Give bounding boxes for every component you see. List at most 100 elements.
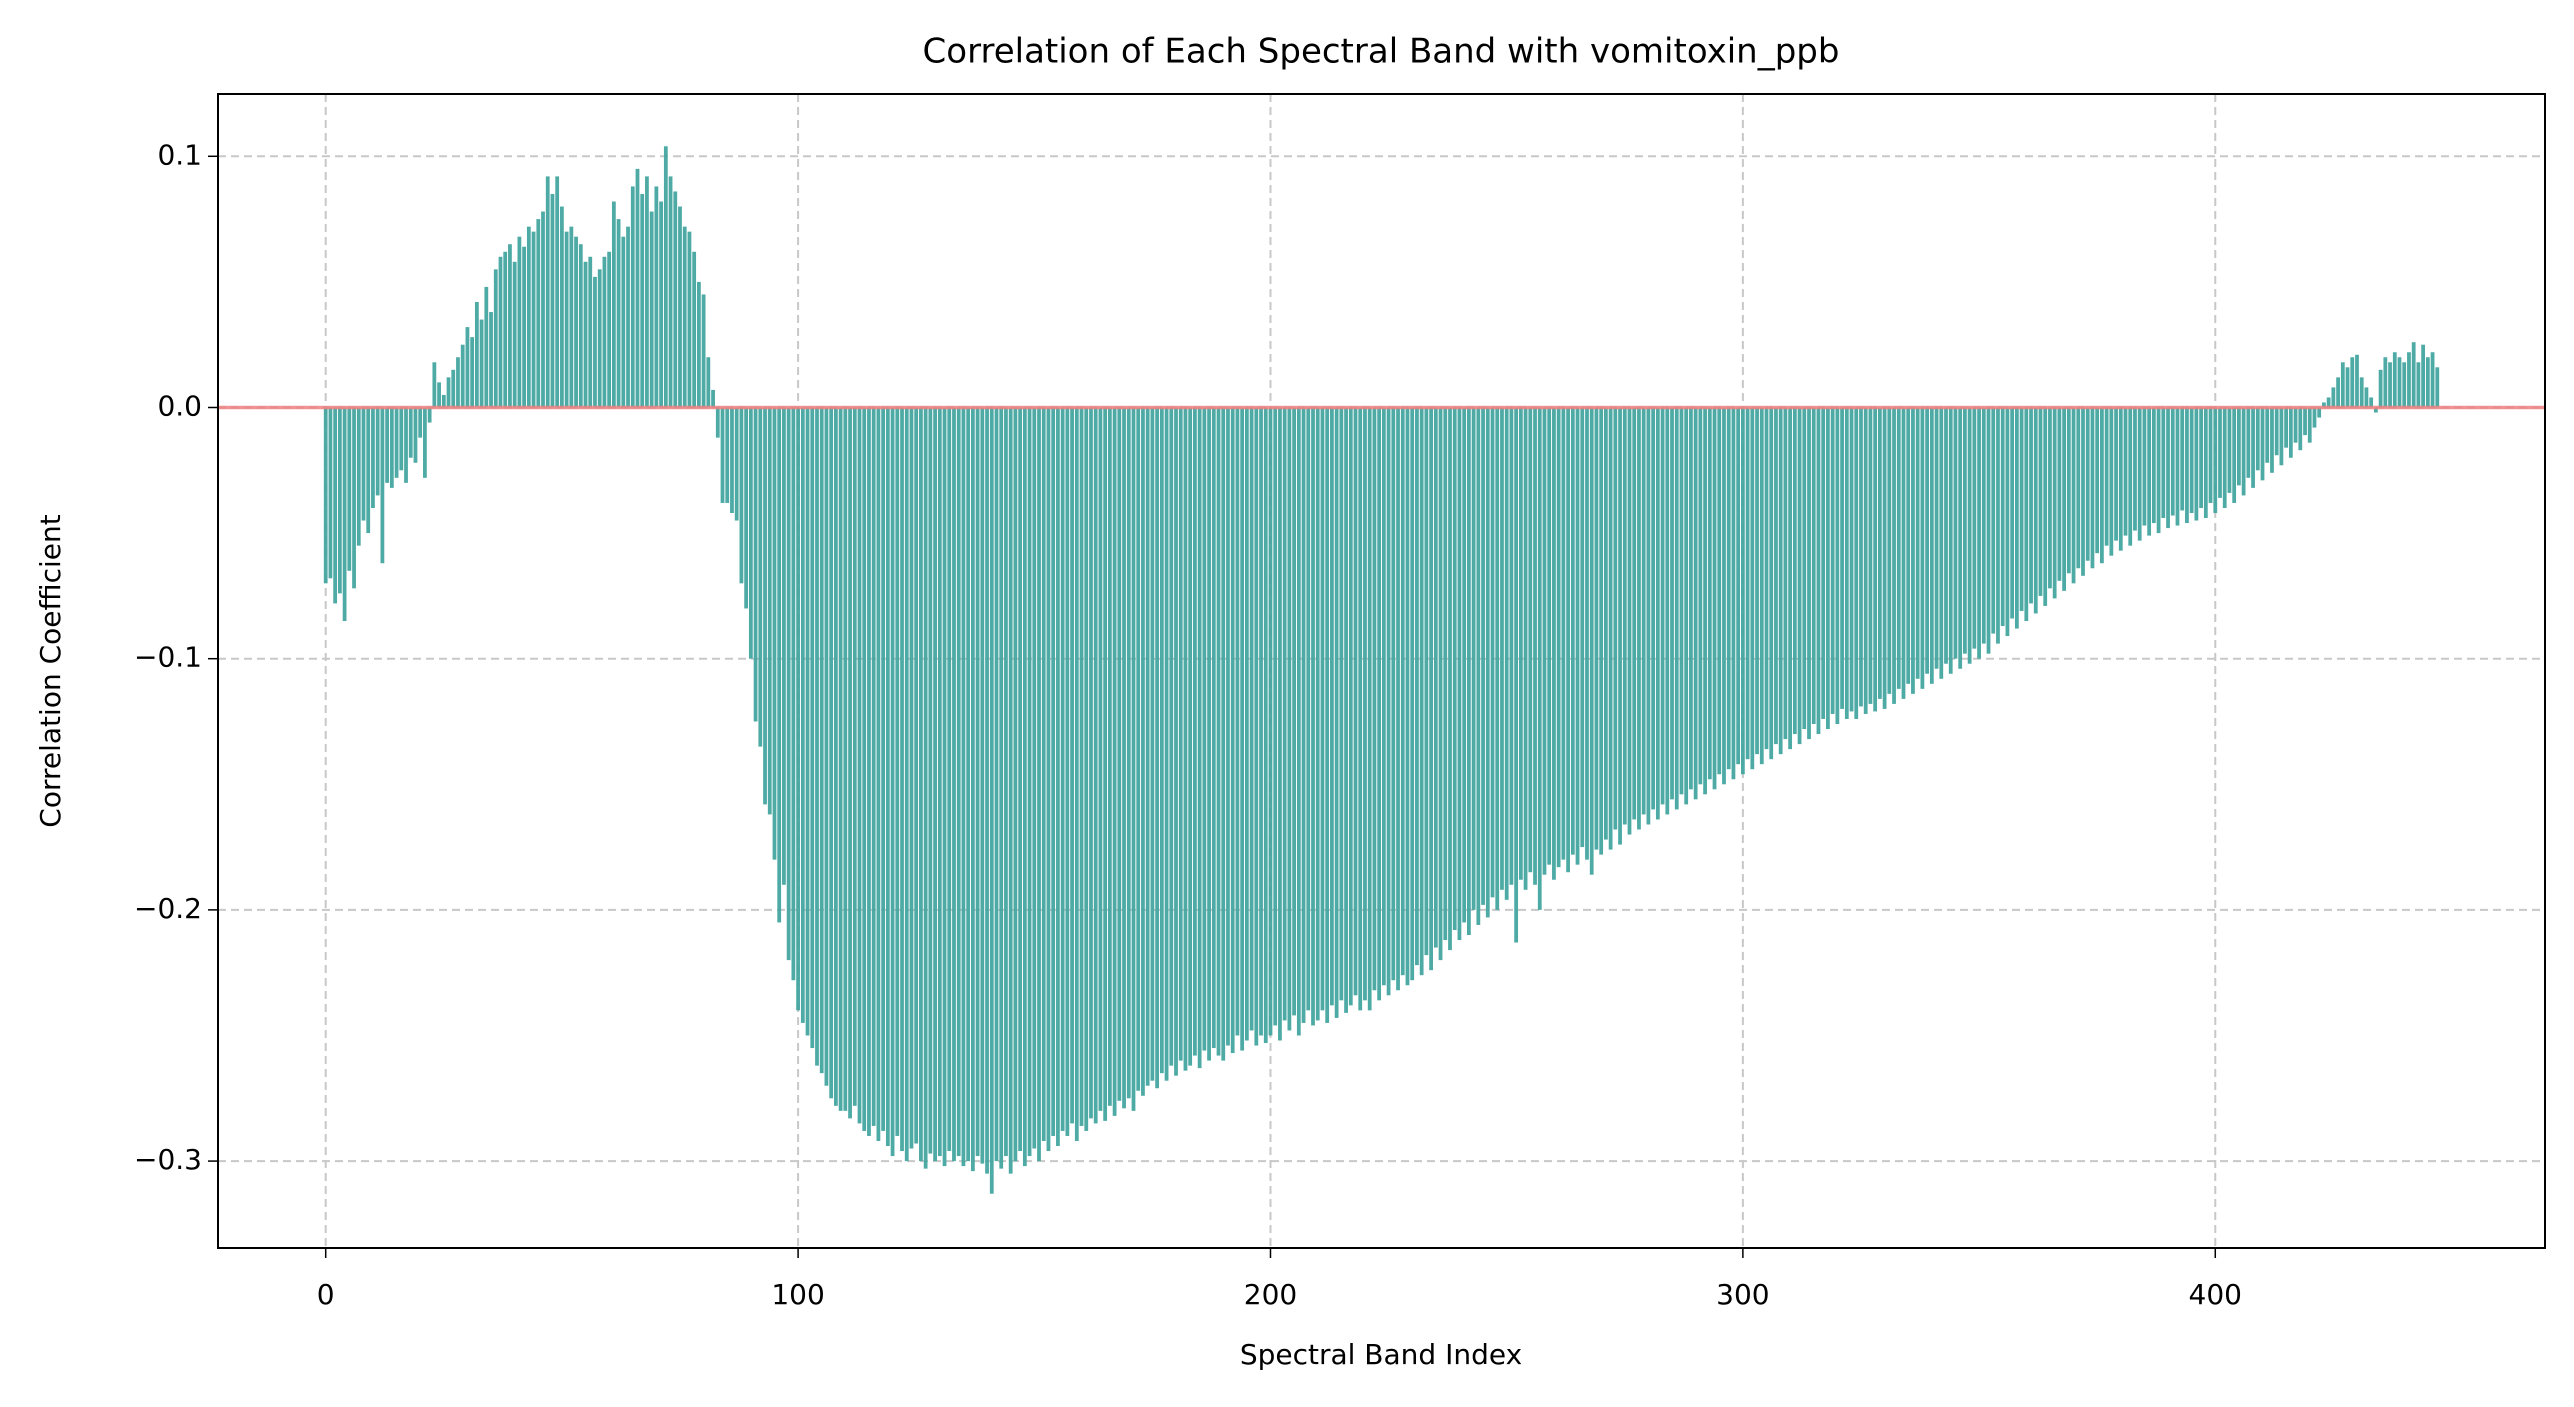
bar <box>1887 407 1892 694</box>
bar <box>1230 407 1235 1054</box>
bar <box>862 407 867 1131</box>
bar <box>885 407 890 1147</box>
bar <box>1637 407 1641 830</box>
bar <box>867 407 871 1136</box>
bar <box>1018 407 1023 1152</box>
bar <box>1523 407 1528 890</box>
bar <box>767 407 772 815</box>
bar <box>1490 407 1495 898</box>
bar <box>1386 407 1391 996</box>
bar <box>2317 407 2322 418</box>
bar <box>1249 407 1254 1031</box>
bar <box>512 261 517 408</box>
bar <box>1112 407 1117 1116</box>
bar <box>1287 407 1292 1031</box>
bar <box>352 407 356 589</box>
bar <box>2288 407 2293 458</box>
bar <box>1821 407 1826 719</box>
bar <box>1334 407 1339 1018</box>
bar <box>1901 407 1906 699</box>
bar <box>2109 407 2114 556</box>
bar <box>1603 407 1608 840</box>
y-tick-label: −0.1 <box>134 641 202 674</box>
bar <box>904 407 909 1162</box>
bar <box>1863 407 1868 714</box>
bar <box>2402 362 2407 408</box>
bar <box>1703 407 1707 795</box>
bar <box>805 407 810 1036</box>
bar <box>2411 342 2416 408</box>
bar <box>720 407 725 503</box>
bar <box>1301 407 1306 1023</box>
bar <box>739 407 744 584</box>
bar <box>2284 407 2289 448</box>
x-tick-label: 0 <box>317 1278 335 1311</box>
bar <box>1410 407 1415 981</box>
bar <box>1178 407 1183 1061</box>
bar <box>1877 407 1882 699</box>
bar <box>1405 407 1410 986</box>
bar <box>654 186 659 408</box>
bar <box>479 319 484 408</box>
bar <box>933 407 937 1162</box>
bar <box>2364 387 2369 408</box>
bars <box>323 146 2440 1194</box>
bar <box>2170 407 2175 516</box>
bar <box>1467 407 1471 936</box>
bar <box>1278 407 1282 1041</box>
bar <box>356 407 361 546</box>
bar <box>1731 407 1736 780</box>
bar <box>2336 377 2340 408</box>
bar <box>1032 407 1037 1149</box>
bar <box>1193 407 1197 1056</box>
bar <box>1849 407 1854 712</box>
bar <box>2307 407 2312 443</box>
bar <box>1986 407 1991 654</box>
bar <box>1462 407 1467 923</box>
bar <box>2421 344 2426 408</box>
bar <box>626 226 630 408</box>
bar <box>1972 407 1977 649</box>
bar <box>2137 407 2142 541</box>
bar <box>692 251 697 408</box>
bar <box>1131 407 1136 1111</box>
bar <box>2048 407 2052 589</box>
bar <box>970 407 975 1172</box>
bar <box>2194 407 2199 521</box>
bar <box>616 219 621 408</box>
bar <box>1651 407 1656 810</box>
bar <box>701 294 706 408</box>
bar <box>1093 407 1098 1124</box>
bar <box>1254 407 1259 1046</box>
bar <box>649 211 654 408</box>
bar <box>1396 407 1400 991</box>
bar <box>2373 407 2378 413</box>
bar <box>1963 407 1967 654</box>
bar <box>1221 407 1226 1061</box>
bar <box>333 407 338 604</box>
bar <box>1041 407 1046 1141</box>
bar <box>1797 407 1802 745</box>
bar <box>2345 367 2350 408</box>
bar <box>1594 407 1599 850</box>
bar <box>1457 407 1462 941</box>
bar <box>1570 407 1575 855</box>
bar <box>2029 407 2033 604</box>
bar <box>446 377 451 408</box>
bar <box>1835 407 1840 725</box>
bar <box>1774 407 1778 745</box>
bar <box>531 231 536 408</box>
bar <box>777 407 782 923</box>
bar <box>1783 407 1788 740</box>
bar <box>2435 367 2440 408</box>
bar <box>2156 407 2161 534</box>
bar <box>460 344 465 408</box>
bar <box>1051 407 1056 1136</box>
bar <box>1216 407 1221 1056</box>
bar <box>2218 407 2222 498</box>
y-tick-label: −0.2 <box>134 892 202 925</box>
bar <box>2038 407 2043 596</box>
bar <box>715 407 720 438</box>
bar <box>763 407 767 805</box>
bar <box>1575 407 1580 865</box>
